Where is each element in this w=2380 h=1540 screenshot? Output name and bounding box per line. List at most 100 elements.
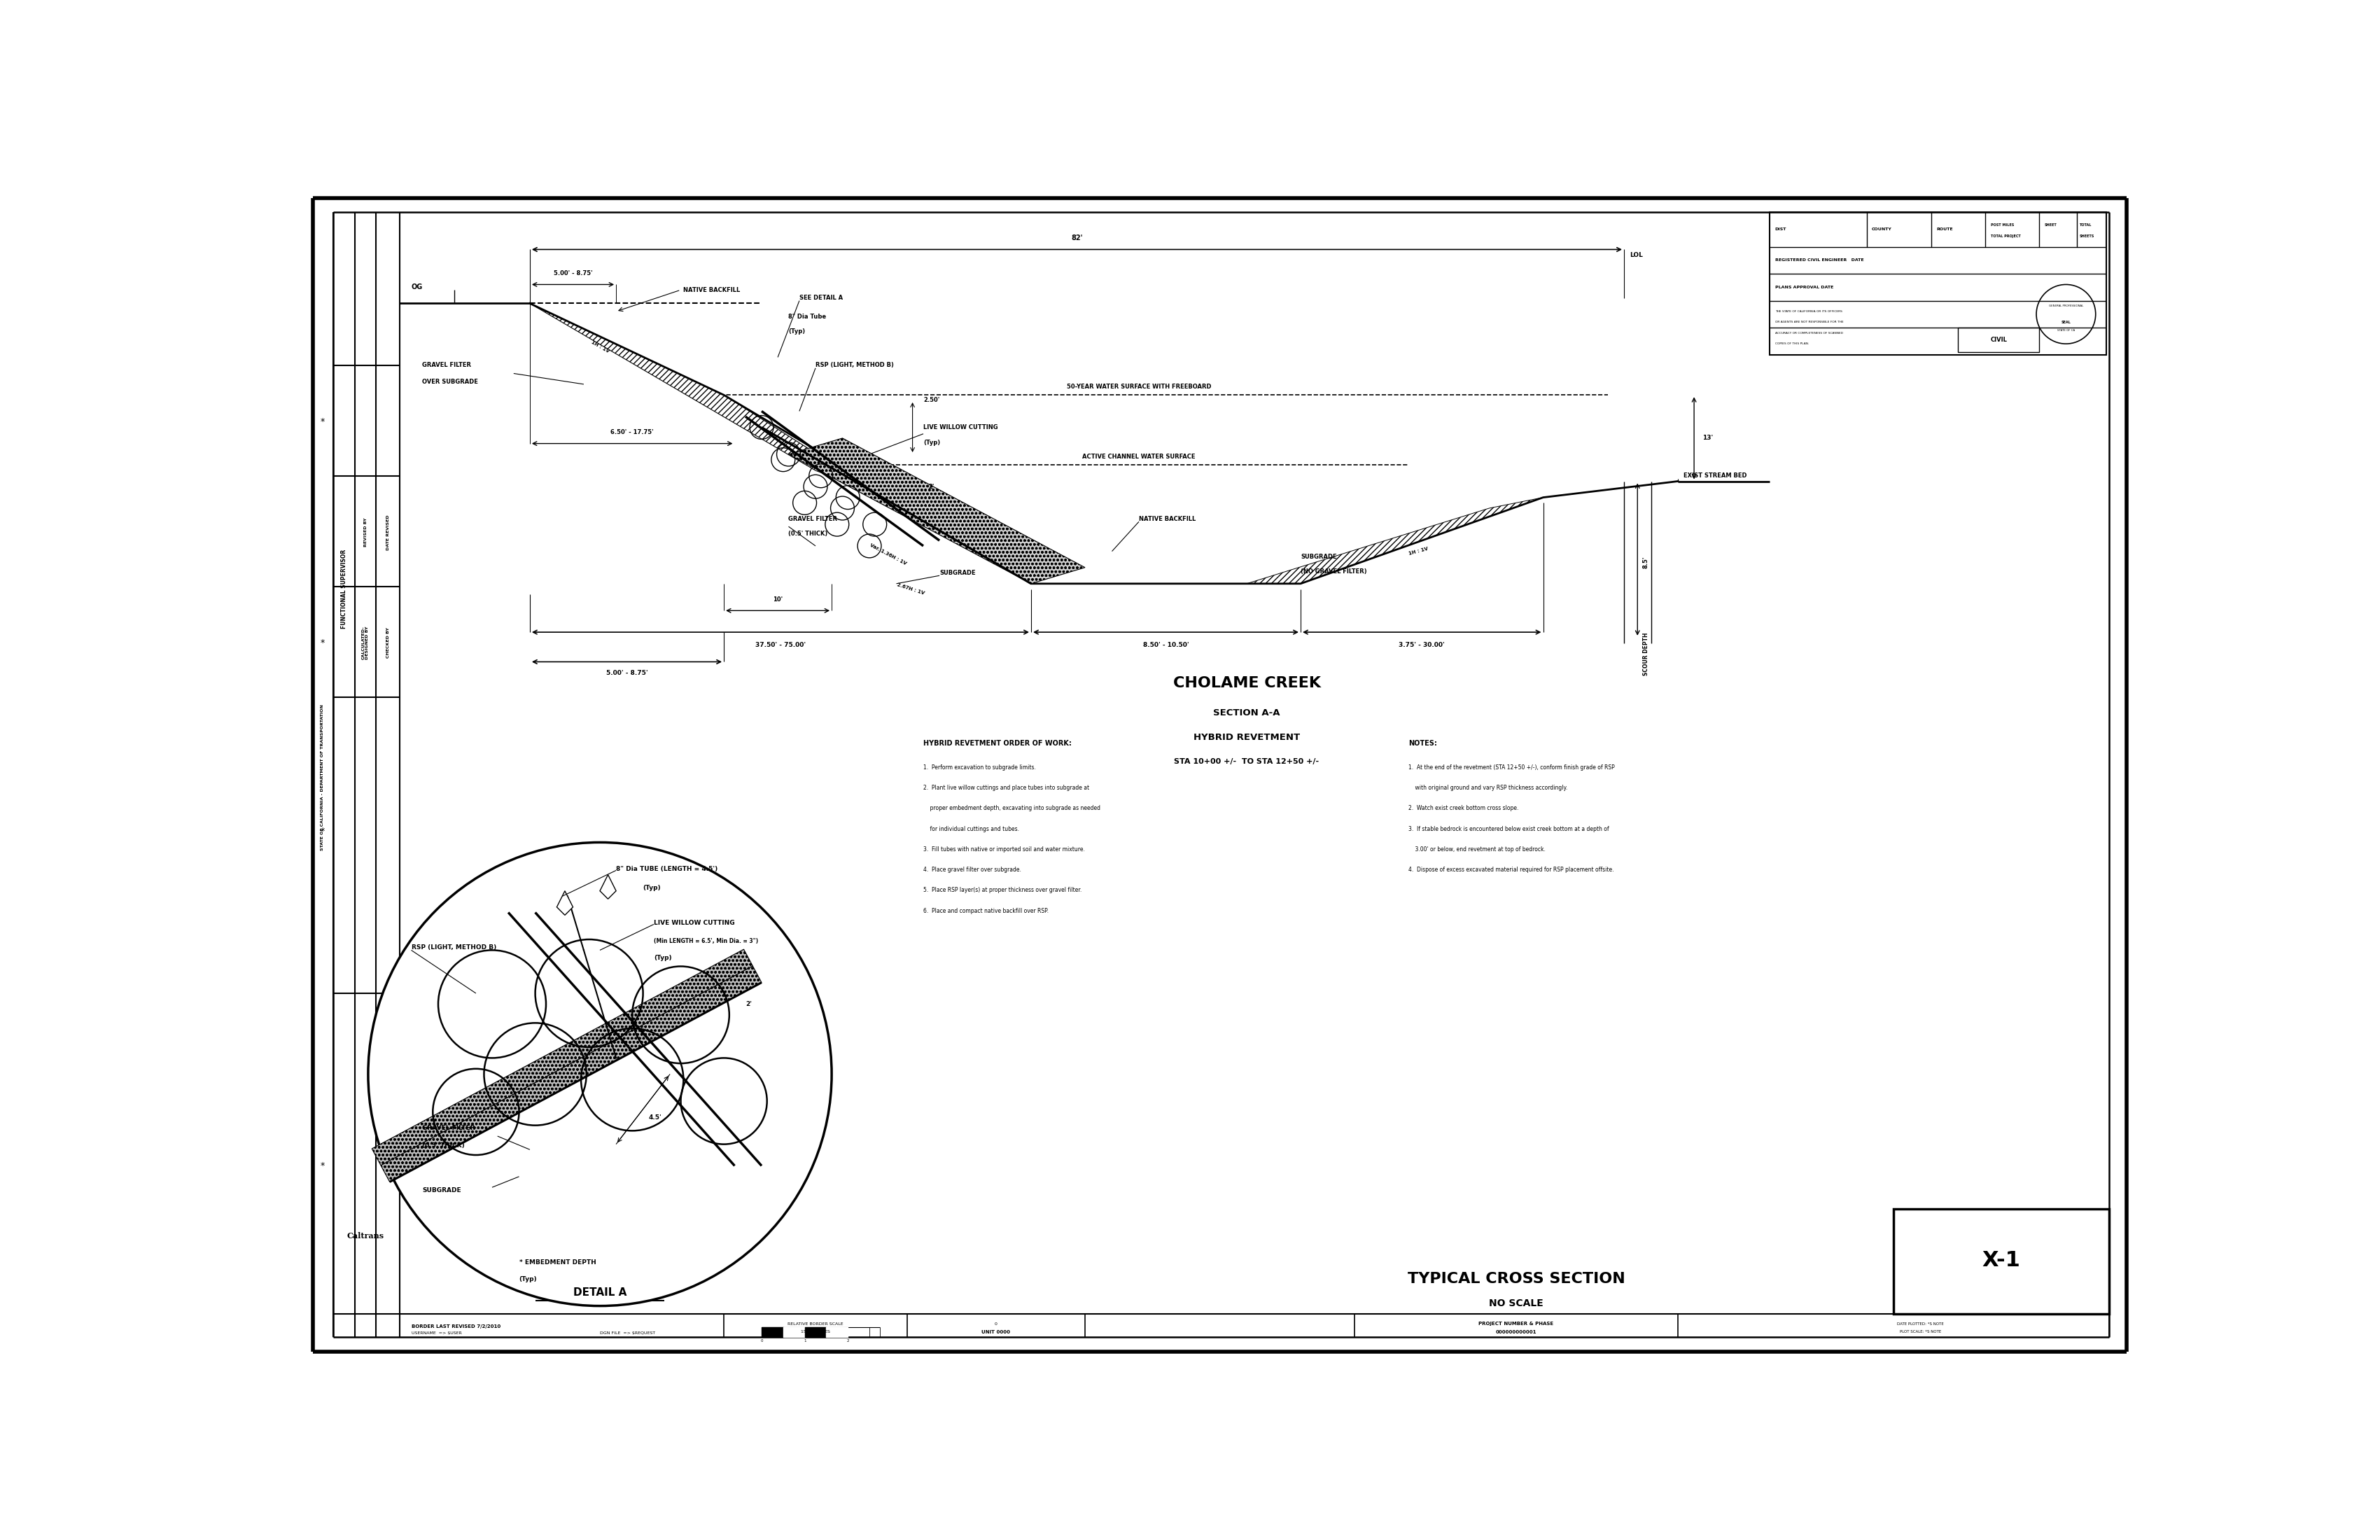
Text: 2': 2' <box>928 484 935 490</box>
Text: DETAIL A: DETAIL A <box>574 1287 626 1298</box>
Text: with original ground and vary RSP thickness accordingly.: with original ground and vary RSP thickn… <box>1409 785 1568 792</box>
Polygon shape <box>381 966 762 1183</box>
Text: * EMBEDMENT DEPTH: * EMBEDMENT DEPTH <box>519 1260 595 1266</box>
Text: 4.  Dispose of excess excavated material required for RSP placement offsite.: 4. Dispose of excess excavated material … <box>1409 867 1614 873</box>
Text: COPIES OF THIS PLAN.: COPIES OF THIS PLAN. <box>1775 342 1809 345</box>
Text: 4.  Place gravel filter over subgrade.: 4. Place gravel filter over subgrade. <box>923 867 1021 873</box>
Text: Caltrans: Caltrans <box>347 1232 383 1240</box>
Polygon shape <box>557 890 574 915</box>
Text: 6.  Place and compact native backfill over RSP.: 6. Place and compact native backfill ove… <box>923 907 1050 913</box>
Text: REVISED BY: REVISED BY <box>364 517 367 547</box>
Text: RELATIVE BORDER SCALE: RELATIVE BORDER SCALE <box>788 1321 843 1326</box>
Text: DATE PLOTTED: *S NOTE: DATE PLOTTED: *S NOTE <box>1897 1321 1944 1326</box>
Text: (Typ): (Typ) <box>519 1275 538 1283</box>
Bar <box>1959 328 2040 351</box>
Text: (NO GRAVEL FILTER): (NO GRAVEL FILTER) <box>1299 568 1366 574</box>
Text: 8" Dia Tube: 8" Dia Tube <box>788 314 826 320</box>
Text: 1: 1 <box>804 1340 807 1343</box>
Text: CALCULATED-
DESIGNED BY: CALCULATED- DESIGNED BY <box>362 627 369 659</box>
Text: GENERAL PROFESSIONAL: GENERAL PROFESSIONAL <box>2049 305 2082 308</box>
Text: *: * <box>321 417 324 427</box>
Text: ACCURACY OR COMPLETENESS OF SCANNED: ACCURACY OR COMPLETENESS OF SCANNED <box>1775 331 1842 334</box>
Text: DATE REVISED: DATE REVISED <box>386 514 390 550</box>
Text: OR AGENTS ARE NOT RESPONSIBLE FOR THE: OR AGENTS ARE NOT RESPONSIBLE FOR THE <box>1775 320 1842 323</box>
Text: 5.00' - 8.75': 5.00' - 8.75' <box>607 670 647 676</box>
Text: SHEETS: SHEETS <box>2080 234 2094 237</box>
Text: 3.75' - 30.00': 3.75' - 30.00' <box>1399 642 1445 648</box>
Text: LOL: LOL <box>1630 251 1642 259</box>
Text: LIVE WILLOW CUTTING: LIVE WILLOW CUTTING <box>923 424 997 431</box>
Polygon shape <box>531 303 885 497</box>
Text: PLOT SCALE: *S NOTE: PLOT SCALE: *S NOTE <box>1899 1331 1942 1334</box>
Text: (Typ): (Typ) <box>923 439 940 445</box>
Text: FUNCTIONAL SUPERVISOR: FUNCTIONAL SUPERVISOR <box>340 550 347 628</box>
Text: 6.50' - 17.75': 6.50' - 17.75' <box>612 430 654 436</box>
Text: OG: OG <box>412 283 424 291</box>
Text: (Typ): (Typ) <box>643 886 662 892</box>
Polygon shape <box>788 437 1085 584</box>
Text: REGISTERED CIVIL ENGINEER   DATE: REGISTERED CIVIL ENGINEER DATE <box>1775 259 1864 262</box>
Text: (Min LENGTH = 6.5', Min Dia. = 3"): (Min LENGTH = 6.5', Min Dia. = 3") <box>654 938 759 944</box>
Text: CHOLAME CREEK: CHOLAME CREEK <box>1173 676 1321 690</box>
Text: 2: 2 <box>847 1340 850 1343</box>
Text: for individual cuttings and tubes.: for individual cuttings and tubes. <box>923 825 1019 832</box>
Text: 5.  Place RSP layer(s) at proper thickness over gravel filter.: 5. Place RSP layer(s) at proper thicknes… <box>923 887 1081 893</box>
Text: (Typ): (Typ) <box>788 328 804 334</box>
Text: DGN FILE  => $REQUEST: DGN FILE => $REQUEST <box>600 1331 654 1335</box>
Text: proper embedment depth, excavating into subgrade as needed: proper embedment depth, excavating into … <box>923 805 1100 812</box>
Bar <box>1894 1209 2109 1314</box>
Text: EXIST STREAM BED: EXIST STREAM BED <box>1683 473 1747 479</box>
Text: GRAVEL FILTER: GRAVEL FILTER <box>421 1124 476 1132</box>
Text: POST MILES: POST MILES <box>1990 223 2013 226</box>
Text: 8" Dia TUBE (LENGTH = 4.5'): 8" Dia TUBE (LENGTH = 4.5') <box>616 865 719 873</box>
Polygon shape <box>600 875 616 899</box>
Text: 1.  At the end of the revetment (STA 12+50 +/-), conform finish grade of RSP: 1. At the end of the revetment (STA 12+5… <box>1409 764 1614 770</box>
Text: *: * <box>321 639 324 647</box>
Text: THE STATE OF CALIFORNIA OR ITS OFFICERS: THE STATE OF CALIFORNIA OR ITS OFFICERS <box>1775 310 1842 313</box>
Text: COUNTY: COUNTY <box>1873 228 1892 231</box>
Text: OVER SUBGRADE: OVER SUBGRADE <box>421 379 478 385</box>
Text: *: * <box>321 827 324 836</box>
Text: STATE OF CA: STATE OF CA <box>2056 330 2075 331</box>
Text: 0: 0 <box>995 1321 997 1326</box>
Text: HYBRID REVETMENT: HYBRID REVETMENT <box>1192 733 1299 742</box>
Text: 2': 2' <box>745 1001 752 1007</box>
Text: TOTAL PROJECT: TOTAL PROJECT <box>1990 234 2021 237</box>
Text: CIVIL: CIVIL <box>1990 337 2006 343</box>
Text: 2.  Watch exist creek bottom cross slope.: 2. Watch exist creek bottom cross slope. <box>1409 805 1518 812</box>
Text: 4.5': 4.5' <box>647 1113 662 1121</box>
Text: STATE OF CALIFORNIA - DEPARTMENT OF TRANSPORTATION: STATE OF CALIFORNIA - DEPARTMENT OF TRAN… <box>321 705 324 850</box>
Text: 0: 0 <box>759 1340 764 1343</box>
Text: TOTAL: TOTAL <box>2080 223 2092 226</box>
Text: 3.  If stable bedrock is encountered below exist creek bottom at a depth of: 3. If stable bedrock is encountered belo… <box>1409 825 1609 832</box>
Text: 2.67H : 1V: 2.67H : 1V <box>897 582 926 596</box>
Text: NOTES:: NOTES: <box>1409 741 1438 747</box>
Text: PLANS APPROVAL DATE: PLANS APPROVAL DATE <box>1775 285 1833 290</box>
Text: 37.50' - 75.00': 37.50' - 75.00' <box>754 642 807 648</box>
Text: PROJECT NUMBER & PHASE: PROJECT NUMBER & PHASE <box>1478 1321 1554 1326</box>
Text: SUBGRADE: SUBGRADE <box>1299 553 1338 561</box>
Text: CHECKED BY: CHECKED BY <box>386 628 390 659</box>
Text: ACTIVE CHANNEL WATER SURFACE: ACTIVE CHANNEL WATER SURFACE <box>1083 453 1195 459</box>
Text: SEAL: SEAL <box>2061 320 2071 323</box>
Text: BORDER LAST REVISED 7/2/2010: BORDER LAST REVISED 7/2/2010 <box>412 1324 500 1329</box>
Polygon shape <box>1031 497 1542 584</box>
Text: GRAVEL FILTER: GRAVEL FILTER <box>421 362 471 368</box>
Text: 1.  Perform excavation to subgrade limits.: 1. Perform excavation to subgrade limits… <box>923 764 1035 770</box>
Text: 1H : 1V: 1H : 1V <box>590 340 609 353</box>
Text: 000000000001: 000000000001 <box>1495 1329 1537 1334</box>
Text: 10': 10' <box>774 596 783 602</box>
Text: STA 10+00 +/-  TO STA 12+50 +/-: STA 10+00 +/- TO STA 12+50 +/- <box>1173 758 1319 765</box>
Text: 2.  Plant live willow cuttings and place tubes into subgrade at: 2. Plant live willow cuttings and place … <box>923 785 1090 792</box>
Text: HYBRID REVETMENT ORDER OF WORK:: HYBRID REVETMENT ORDER OF WORK: <box>923 741 1071 747</box>
Polygon shape <box>371 949 752 1166</box>
Text: SCOUR DEPTH: SCOUR DEPTH <box>1642 633 1649 675</box>
Text: SUBGRADE: SUBGRADE <box>940 570 976 576</box>
Text: TYPICAL CROSS SECTION: TYPICAL CROSS SECTION <box>1407 1272 1626 1286</box>
Text: *: * <box>321 1161 324 1170</box>
Text: NATIVE BACKFILL: NATIVE BACKFILL <box>1140 516 1195 522</box>
Text: LIVE WILLOW CUTTING: LIVE WILLOW CUTTING <box>654 919 735 927</box>
Circle shape <box>369 842 831 1306</box>
Text: ROUTE: ROUTE <box>1937 228 1954 231</box>
Text: 8.5': 8.5' <box>1642 556 1649 568</box>
